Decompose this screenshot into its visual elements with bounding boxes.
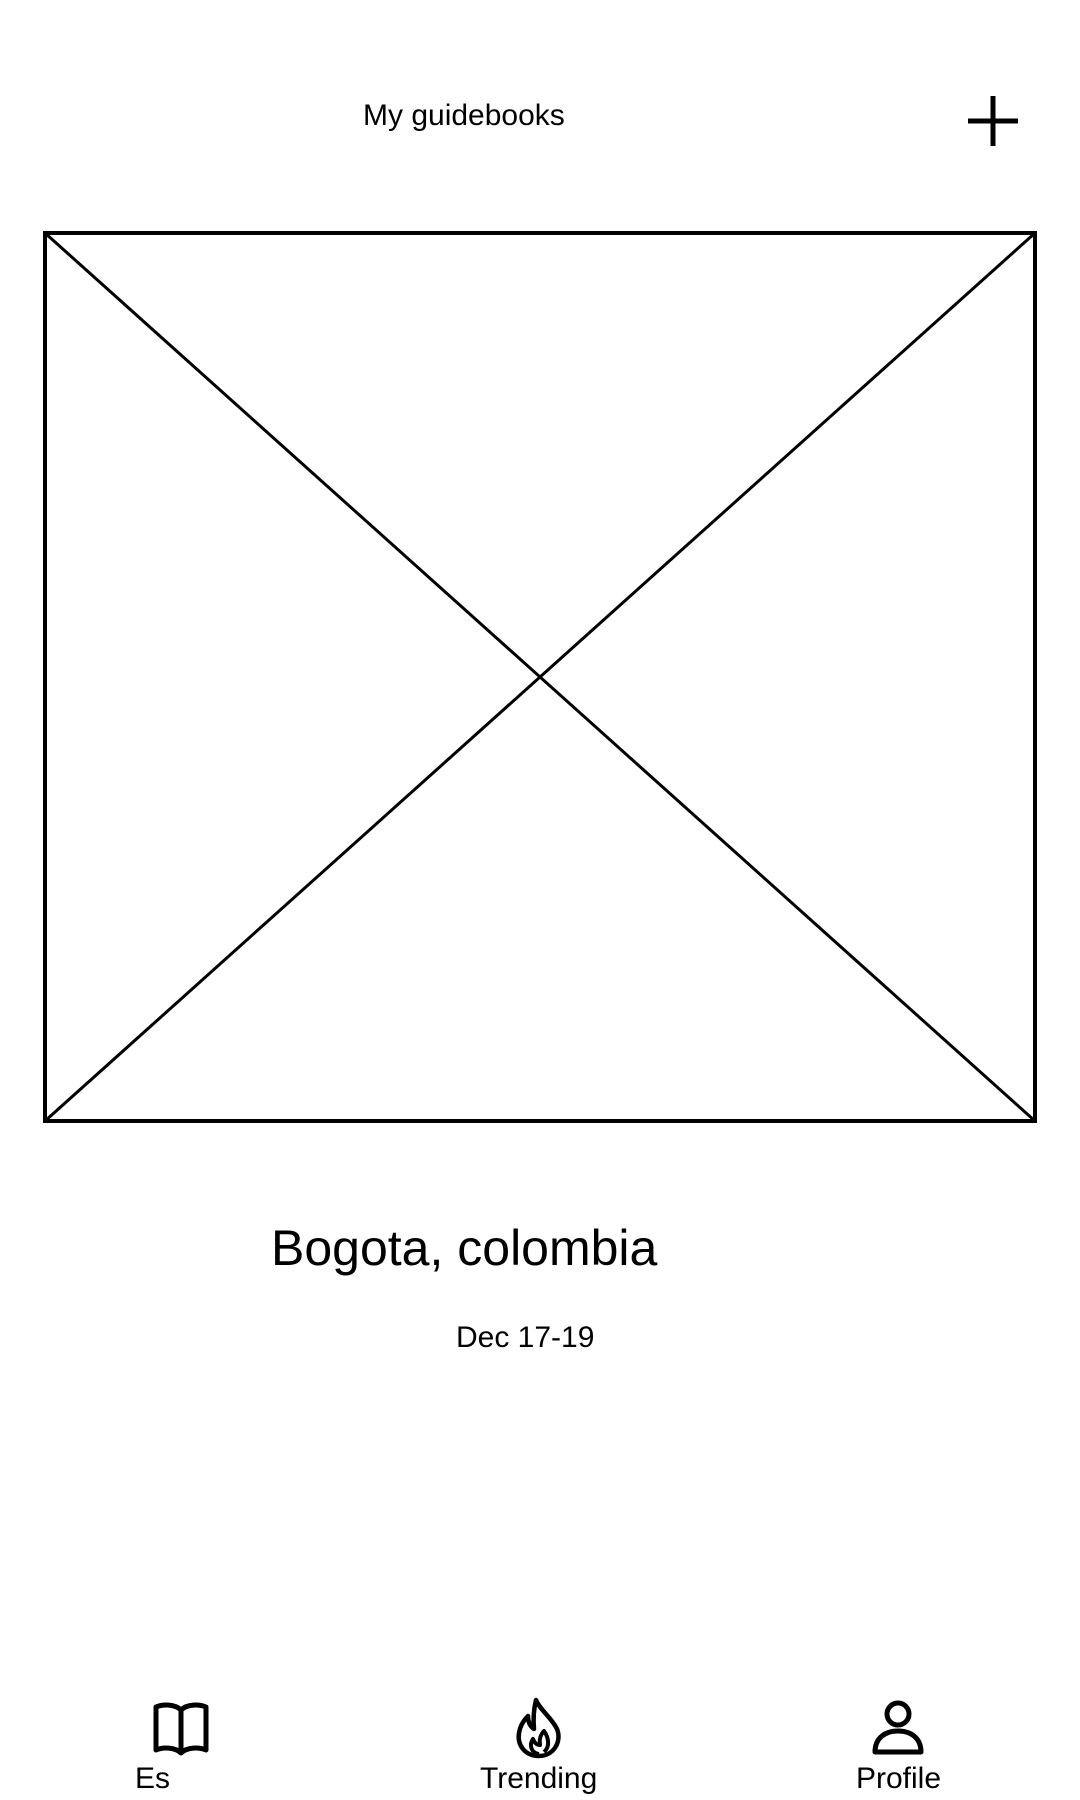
flame-icon: [506, 1696, 572, 1762]
book-icon: [148, 1696, 214, 1762]
plus-icon: [968, 96, 1018, 146]
nav-item-profile[interactable]: Profile: [820, 1690, 1020, 1800]
add-guidebook-button[interactable]: [962, 90, 1024, 152]
nav-label-es: Es: [135, 1762, 171, 1795]
user-icon: [865, 1696, 931, 1762]
image-placeholder-icon: [43, 231, 1037, 1123]
nav-item-es[interactable]: Es: [100, 1690, 300, 1800]
nav-label-trending: Trending: [480, 1762, 598, 1795]
nav-label-profile: Profile: [856, 1762, 942, 1795]
nav-item-trending[interactable]: Trending: [460, 1690, 660, 1800]
page-title: My guidebooks: [363, 99, 565, 132]
guidebook-title: Bogota, colombia: [271, 1220, 658, 1276]
guidebook-image: [43, 231, 1037, 1123]
guidebook-dates: Dec 17-19: [456, 1321, 595, 1354]
